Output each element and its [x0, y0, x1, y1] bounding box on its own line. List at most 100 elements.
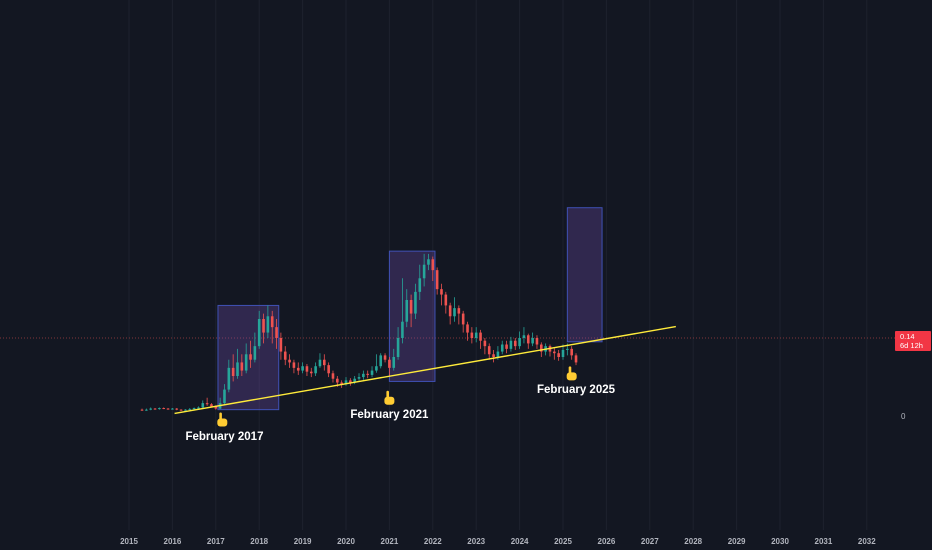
candle [270, 310, 274, 344]
x-tick-label: 2027 [641, 537, 659, 546]
candle [366, 370, 369, 379]
candle-body [461, 313, 465, 325]
candle-body [188, 409, 192, 411]
candle [327, 362, 330, 378]
highlight-boxes [217, 207, 603, 411]
candle-body [479, 332, 482, 341]
candle-body [279, 338, 283, 352]
candle [526, 333, 530, 349]
candle-body [296, 367, 300, 371]
candle [479, 329, 482, 349]
candle [231, 354, 235, 382]
x-tick-label: 2028 [684, 537, 702, 546]
candle-body [327, 365, 330, 374]
candle-body [366, 373, 369, 375]
candle-body [210, 404, 213, 407]
candle [201, 400, 205, 409]
candle [349, 378, 352, 386]
candle [457, 305, 461, 325]
candle-body [509, 340, 513, 349]
candle [505, 340, 508, 354]
candle-body [309, 371, 313, 374]
candle-body [236, 362, 239, 376]
pointing-hand-palm [566, 372, 577, 381]
candle-body [375, 366, 378, 371]
candle [470, 327, 474, 344]
candle-body [448, 305, 452, 317]
pointing-hand-icon [384, 390, 395, 405]
candle-body [283, 351, 287, 360]
candle-body [553, 351, 556, 354]
highlight-box [388, 250, 436, 382]
candle [309, 367, 313, 378]
candle [500, 340, 504, 355]
x-tick-label: 2026 [598, 537, 616, 546]
candle-body [175, 408, 179, 410]
candle-body [561, 349, 565, 357]
candle-body [305, 366, 309, 372]
candle-body [149, 408, 152, 410]
candle [145, 408, 148, 411]
candle [314, 362, 317, 376]
candle-body [487, 346, 491, 355]
candle-body [531, 338, 534, 344]
candle [283, 346, 287, 366]
candle [531, 332, 534, 347]
candle-body [474, 332, 478, 338]
candle [379, 353, 383, 369]
candle-body [401, 321, 404, 338]
candle-body [162, 408, 166, 410]
candle [318, 353, 322, 368]
candle-body [184, 409, 187, 411]
candle-body [440, 289, 443, 295]
candle [262, 313, 265, 344]
candle-body [388, 359, 391, 368]
candle-body [275, 327, 278, 338]
candle [448, 302, 452, 325]
candle-body [574, 355, 578, 363]
candle [427, 253, 430, 271]
candle-body [427, 259, 430, 265]
candle-body [370, 370, 374, 375]
candle-body [266, 316, 270, 333]
x-tick-label: 2023 [467, 537, 485, 546]
x-axis: 2015 2016 2017 2018 2019 2020 2021 2022 2023 2024… [120, 537, 876, 546]
candle-body [357, 377, 361, 379]
candle-body [414, 291, 417, 314]
candle [388, 357, 391, 376]
x-tick-label: 2032 [858, 537, 876, 546]
price-badge-background [895, 331, 931, 351]
candle [162, 407, 166, 410]
candle-body [336, 378, 339, 383]
candle [253, 332, 257, 363]
candle-body [418, 278, 422, 292]
candle-body [323, 359, 326, 366]
candle-body [262, 319, 265, 333]
candle-body [513, 340, 517, 347]
price-badge-countdown: 6d 12h [900, 341, 923, 350]
candle [288, 354, 291, 368]
candle-body [435, 270, 439, 290]
candle [184, 409, 187, 411]
annotations: February 2017 February 2021 February 2025 [185, 366, 616, 443]
pointing-hand-icon [217, 412, 228, 427]
candle-body [153, 408, 157, 410]
candle [305, 364, 309, 376]
candle-body [392, 357, 396, 368]
x-tick-label: 2021 [381, 537, 399, 546]
support-trendline[interactable] [174, 325, 676, 415]
candle [244, 343, 248, 374]
x-tick-label: 2018 [250, 537, 268, 546]
candle-body [158, 408, 161, 410]
candle-body [231, 367, 235, 376]
candle-body [483, 340, 487, 347]
candle-body [453, 308, 456, 317]
candle [175, 408, 179, 411]
candle-body [292, 362, 296, 368]
candle [383, 353, 387, 363]
candle-body [526, 335, 530, 344]
candle-body [431, 259, 435, 271]
candle [292, 359, 296, 374]
